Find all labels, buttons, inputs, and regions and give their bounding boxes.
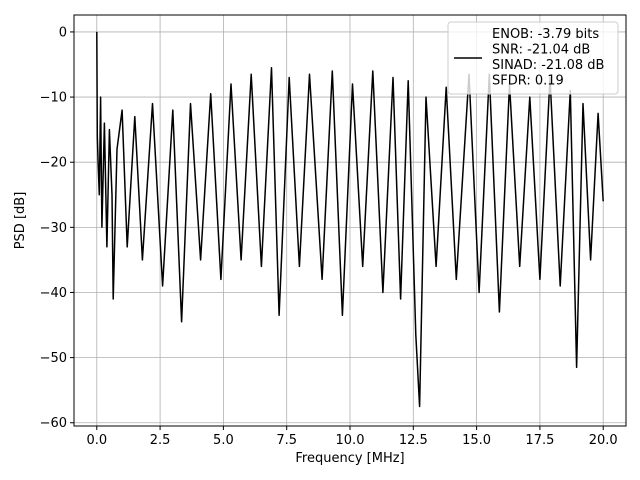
x-tick-label: 10.0 bbox=[336, 433, 365, 448]
x-tick-label: 0.0 bbox=[86, 433, 107, 448]
x-tick-label: 7.5 bbox=[276, 433, 297, 448]
y-tick-label: −50 bbox=[40, 351, 67, 366]
x-tick-label: 20.0 bbox=[589, 433, 618, 448]
ticks: 0.0 2.5 5.0 7.5 10.0 12.5 15.0 17.5 20.0 0 −10 −20 −… bbox=[40, 25, 618, 448]
y-tick-label: −30 bbox=[40, 221, 67, 236]
legend-label: ENOB: -3.79 bits SNR: -21.04 dB SINAD: -21… bbox=[492, 27, 604, 89]
y-tick-label: −10 bbox=[40, 91, 67, 106]
legend-box bbox=[447, 21, 619, 95]
y-tick-label: −60 bbox=[40, 416, 67, 431]
x-axis-label: Frequency [MHz] bbox=[295, 451, 404, 466]
x-tick-label: 2.5 bbox=[150, 433, 171, 448]
y-tick-label: −40 bbox=[40, 286, 67, 301]
x-tick-label: 5.0 bbox=[213, 433, 234, 448]
series-layer bbox=[96, 31, 604, 408]
legend: ENOB: -3.79 bits SNR: -21.04 dB SINAD: -21… bbox=[447, 21, 619, 95]
y-tick-label: −20 bbox=[40, 156, 67, 171]
x-tick-label: 12.5 bbox=[399, 433, 428, 448]
x-tick-label: 15.0 bbox=[462, 433, 491, 448]
series-line bbox=[96, 31, 604, 408]
x-tick-label: 17.5 bbox=[525, 433, 554, 448]
y-axis-label: PSD [dB] bbox=[13, 192, 28, 250]
y-tick-label: 0 bbox=[59, 25, 67, 40]
